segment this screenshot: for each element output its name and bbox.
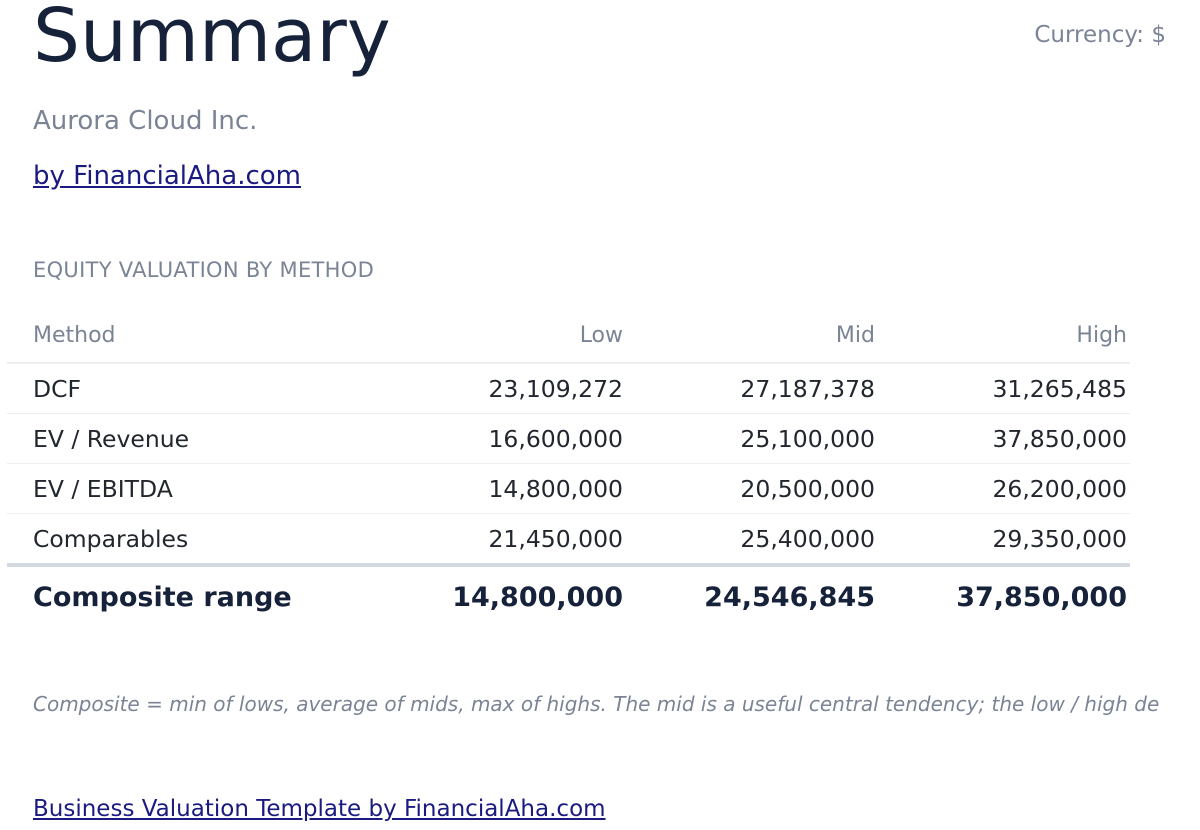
method-cell: EV / EBITDA [7, 463, 397, 514]
composite-low-cell: 14,800,000 [452, 581, 624, 613]
high-cell: 26,200,000 [874, 463, 1130, 514]
table-header-row: Method Low Mid High [7, 308, 1130, 364]
column-header-low: Low [396, 308, 624, 364]
low-cell: 16,600,000 [396, 413, 624, 464]
byline-link[interactable]: by FinancialAha.com [33, 161, 301, 191]
table-row: Comparables 21,450,000 25,400,000 29,350… [7, 513, 1130, 567]
high-cell: 37,850,000 [874, 413, 1130, 464]
mid-cell: 25,100,000 [623, 413, 875, 464]
section-title: EQUITY VALUATION BY METHOD [33, 258, 375, 282]
composite-note: Composite = min of lows, average of mids… [33, 692, 1160, 716]
high-cell: 31,265,485 [874, 363, 1130, 414]
table-row: EV / EBITDA 14,800,000 20,500,000 26,200… [7, 463, 1130, 514]
table-row: EV / Revenue 16,600,000 25,100,000 37,85… [7, 413, 1130, 464]
low-cell: 21,450,000 [396, 513, 624, 567]
composite-high-cell: 37,850,000 [956, 581, 1127, 613]
method-cell: DCF [7, 363, 397, 414]
composite-mid-cell: 24,546,845 [704, 581, 875, 613]
low-cell: 14,800,000 [396, 463, 624, 514]
column-header-mid: Mid [623, 308, 875, 364]
high-cell: 29,350,000 [874, 513, 1130, 567]
valuation-table: Method Low Mid High DCF 23,109,272 27,18… [7, 308, 1130, 627]
column-header-high: High [874, 308, 1130, 364]
mid-cell: 20,500,000 [623, 463, 875, 514]
mid-cell: 25,400,000 [623, 513, 875, 567]
mid-cell: 27,187,378 [623, 363, 875, 414]
composite-method-cell: Composite range [33, 581, 292, 613]
page-title: Summary [33, 0, 391, 79]
company-name: Aurora Cloud Inc. [33, 106, 258, 136]
method-cell: Comparables [7, 513, 397, 567]
method-cell: EV / Revenue [7, 413, 397, 464]
low-cell: 23,109,272 [396, 363, 624, 414]
currency-label: Currency: $ [1034, 22, 1166, 48]
column-header-method: Method [7, 308, 397, 364]
footer-link[interactable]: Business Valuation Template by Financial… [33, 796, 606, 822]
table-row: DCF 23,109,272 27,187,378 31,265,485 [7, 363, 1130, 414]
composite-row: Composite range 14,800,000 24,546,845 37… [7, 565, 1130, 627]
